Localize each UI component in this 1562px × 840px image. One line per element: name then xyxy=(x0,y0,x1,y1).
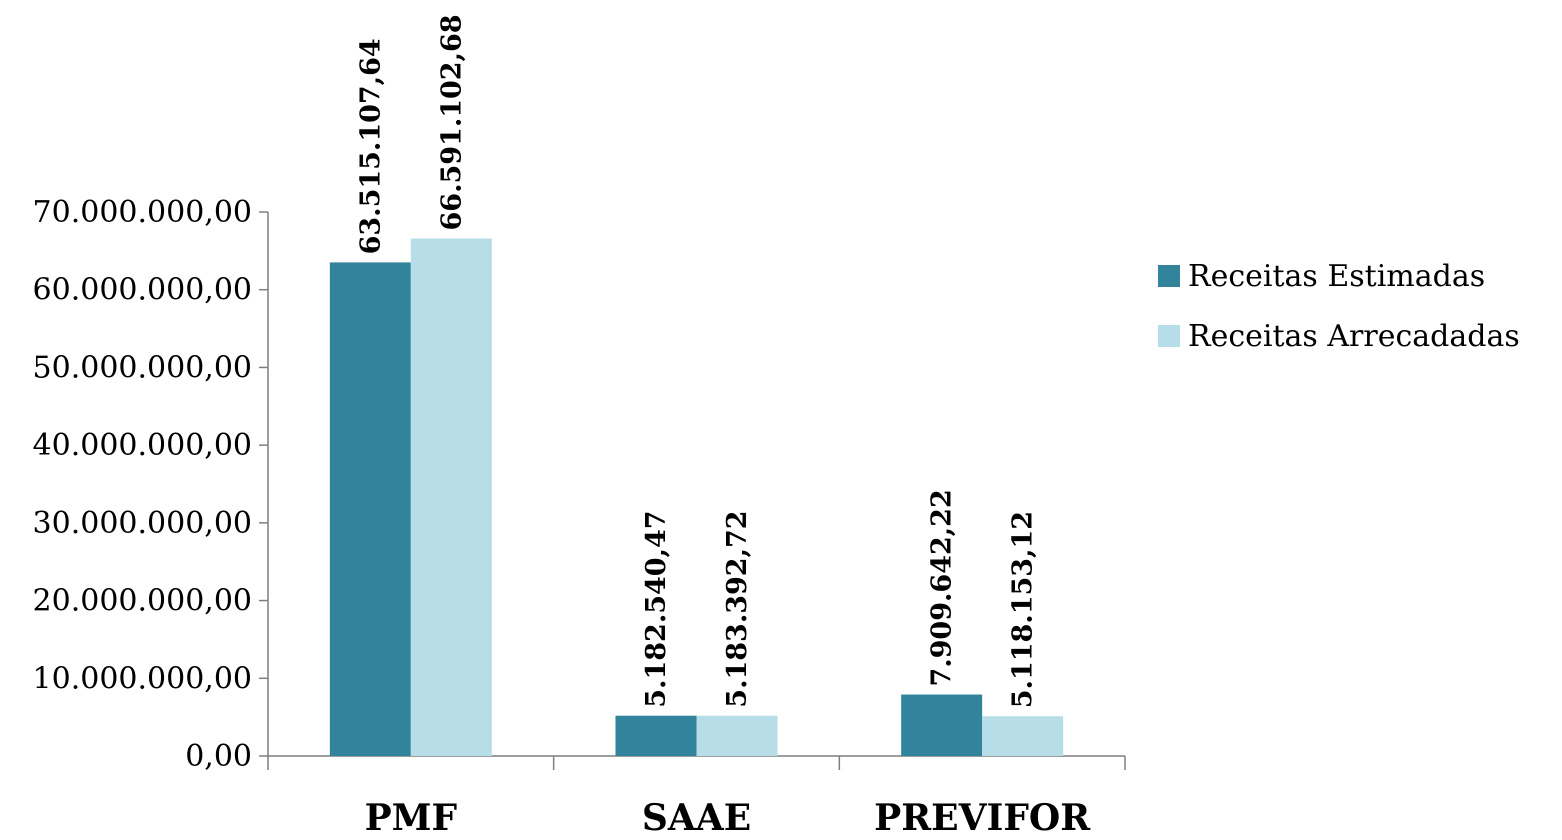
legend-label-receitas-estimadas: Receitas Estimadas xyxy=(1188,258,1486,294)
y-axis: 0,00 10.000.000,00 20.000.000,00 30.000.000… xyxy=(33,195,269,774)
y-tick-label: 60.000.000,00 xyxy=(33,273,252,308)
x-axis: PMF SAAE PREVIFOR xyxy=(267,755,1126,839)
data-label: 66.591.102,68 xyxy=(436,14,467,230)
bar xyxy=(410,238,492,756)
bar xyxy=(329,262,411,756)
data-label: 7.909.642,22 xyxy=(927,489,958,686)
legend-label-receitas-arrecadadas: Receitas Arrecadadas xyxy=(1188,318,1520,354)
legend-item-receitas-estimadas: Receitas Estimadas xyxy=(1158,258,1520,294)
legend-swatch-receitas-estimadas xyxy=(1158,265,1180,287)
data-label: 5.183.392,72 xyxy=(722,510,753,707)
y-tick-label: 50.000.000,00 xyxy=(33,350,252,385)
data-label: 5.182.540,47 xyxy=(641,510,672,707)
x-tick-label: PREVIFOR xyxy=(874,797,1091,839)
legend-item-receitas-arrecadadas: Receitas Arrecadadas xyxy=(1158,318,1520,354)
legend-swatch-receitas-arrecadadas xyxy=(1158,325,1180,347)
x-tick-label: SAAE xyxy=(642,797,751,839)
legend: Receitas Estimadas Receitas Arrecadadas xyxy=(1158,258,1520,378)
y-tick-label: 70.000.000,00 xyxy=(33,195,252,230)
data-label: 63.515.107,64 xyxy=(355,38,386,254)
data-labels: 63.515.107,64 66.591.102,68 5.182.540,47 5.… xyxy=(355,14,1038,708)
bar xyxy=(901,694,983,756)
y-tick-label: 20.000.000,00 xyxy=(33,584,252,619)
x-tick-label: PMF xyxy=(365,797,458,839)
bars xyxy=(329,238,1064,756)
bar xyxy=(615,715,697,756)
y-tick-label: 0,00 xyxy=(185,739,252,774)
y-tick-label: 10.000.000,00 xyxy=(33,661,252,696)
data-label: 5.118.153,12 xyxy=(1008,511,1039,708)
y-tick-label: 30.000.000,00 xyxy=(33,506,252,541)
bar xyxy=(982,716,1064,756)
y-tick-label: 40.000.000,00 xyxy=(33,428,252,463)
bar xyxy=(696,715,778,756)
